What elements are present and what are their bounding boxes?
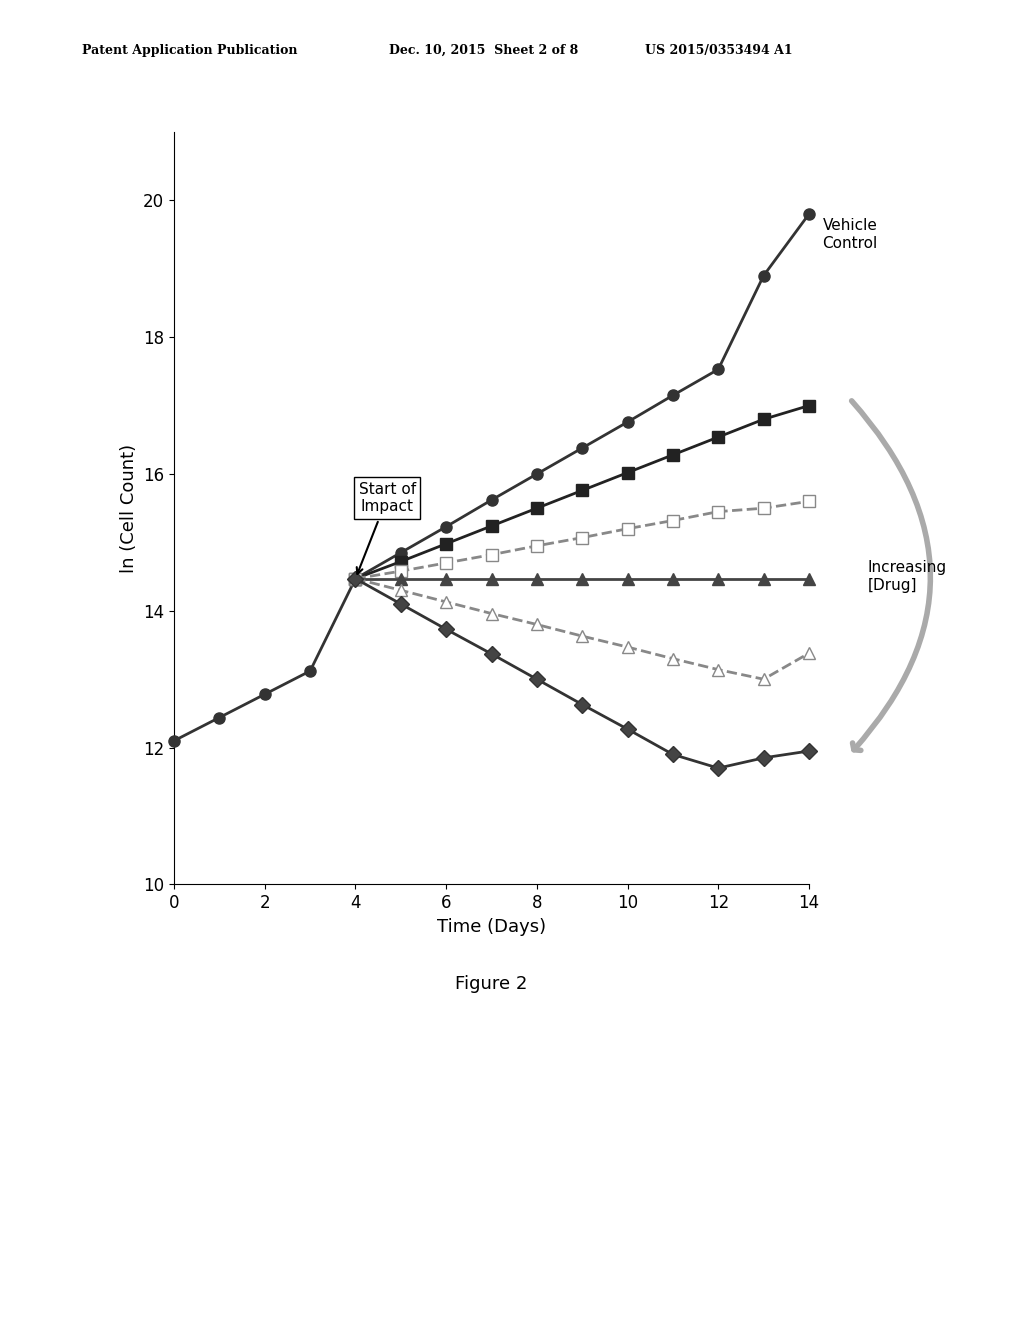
X-axis label: Time (Days): Time (Days) <box>437 917 546 936</box>
Y-axis label: ln (Cell Count): ln (Cell Count) <box>120 444 137 573</box>
Text: Vehicle
Control: Vehicle Control <box>822 218 878 251</box>
Text: Dec. 10, 2015  Sheet 2 of 8: Dec. 10, 2015 Sheet 2 of 8 <box>389 44 579 57</box>
Text: Patent Application Publication: Patent Application Publication <box>82 44 297 57</box>
Text: Increasing
[Drug]: Increasing [Drug] <box>868 561 947 593</box>
Text: Figure 2: Figure 2 <box>456 974 527 993</box>
Text: Start of
Impact: Start of Impact <box>356 482 416 574</box>
Text: US 2015/0353494 A1: US 2015/0353494 A1 <box>645 44 793 57</box>
